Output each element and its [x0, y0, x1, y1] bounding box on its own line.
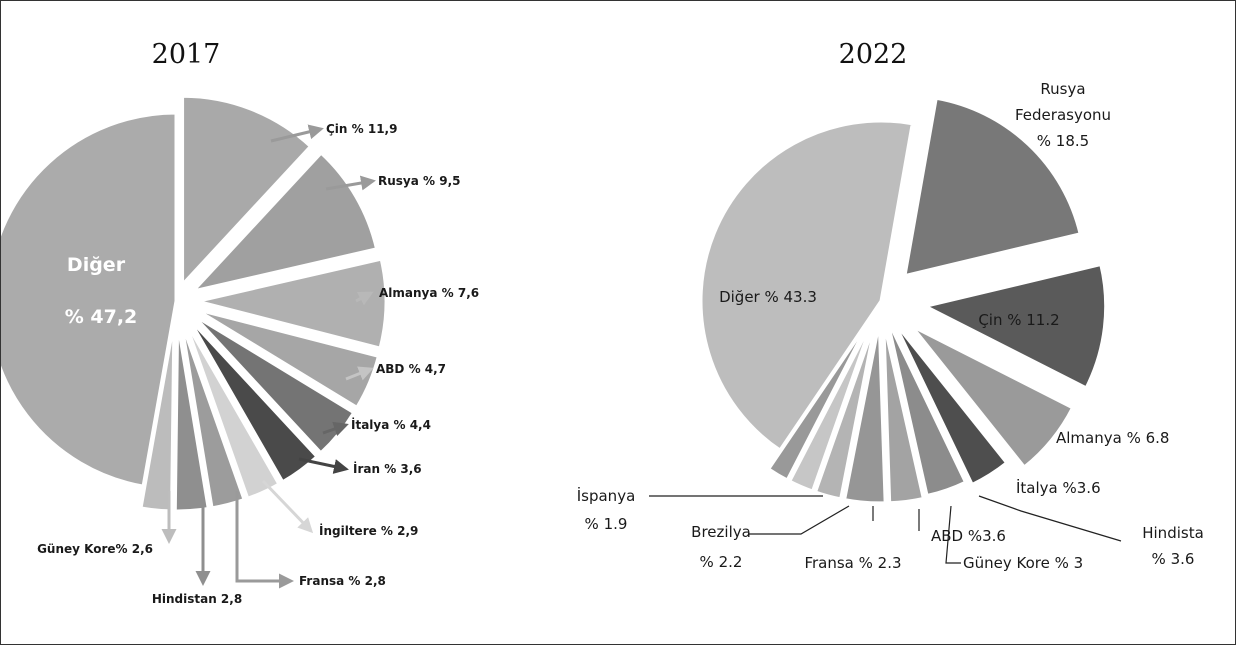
leader-2022-brezilya [749, 505, 850, 535]
slice-2017-iran-3-6 [187, 317, 319, 484]
leader-2022-hindistan [978, 495, 1122, 542]
slice-2022-brezilya-2-2 [787, 320, 874, 493]
slice-2017-fransa-2-8 [179, 321, 246, 510]
slice-2022-italya-3-6 [892, 321, 1009, 487]
label-2017-almanya-7-6: Almanya % 7,6 [379, 286, 479, 300]
slice-2017-guney-kore-2-6 [139, 322, 176, 513]
arrow-2017-almanya-7-6 [355, 291, 374, 306]
label-2022-brezilya-2-2-1: % 2.2 [700, 553, 743, 571]
label-2022-ispanya-1-9-1: % 1.9 [585, 515, 628, 533]
label-2022-almanya: Almanya % 6.8 [1056, 429, 1169, 447]
label-2017-diger: Diğer [67, 254, 126, 276]
label-2017-hindistan-2-8: Hindistan 2,8 [152, 592, 242, 606]
title-2017: 2017 [152, 39, 221, 70]
slice-2022-almanya-6-8 [910, 324, 1075, 470]
label-2022-guney-kore: Güney Kore % 3 [963, 554, 1083, 572]
label-2017-ingiltere-2-9: İngiltere % 2,9 [319, 523, 418, 538]
label-2022-hindistan-3-6-1: % 3.6 [1152, 550, 1195, 568]
label-2022-ispanya-1-9-0: İspanya [577, 486, 636, 505]
label-2017-iran-3-6: İran % 3,6 [353, 461, 422, 476]
slice-2022-hindistan-3-6 [886, 319, 968, 498]
slice-2017-abd-4-7 [195, 308, 381, 410]
label-2017-guney-kore-2-6: Güney Kore% 2,6 [37, 542, 153, 556]
label-2022-rusya-federasyonu-18-5-1: Federasyonu [1015, 106, 1111, 124]
slice-2022-guney-kore-3 [882, 322, 926, 505]
title-2022: 2022 [839, 39, 908, 70]
slice-2022-cin-11-2 [921, 262, 1108, 390]
label-2022-italya: İtalya %3.6 [1016, 478, 1101, 497]
slice-2022-rusya-federasyonu-18-5 [903, 96, 1082, 278]
label-2022-rusya-federasyonu-18-5-2: % 18.5 [1037, 132, 1089, 150]
label-2022-cin: Çin % 11.2 [978, 311, 1059, 329]
arrow-2017-iran-3-6 [298, 457, 349, 474]
label-2022-brezilya-2-2-0: Brezilya [691, 523, 751, 541]
arrow-2017-cin-11-9 [270, 124, 324, 143]
label-2022-hindistan-3-6-0: Hindista [1142, 524, 1204, 542]
label-2022-diger: Diğer % 43.3 [719, 288, 817, 306]
arrow-2017-rusya-9-5 [325, 175, 376, 191]
label-2017-rusya-9-5: Rusya % 9,5 [378, 174, 460, 188]
label-2022-fransa: Fransa % 2.3 [804, 554, 901, 572]
label-2022-abd: ABD %3.6 [931, 527, 1006, 545]
slice-2017-cin-11-9 [181, 94, 313, 289]
arrow-2017-ingiltere-2-9 [261, 479, 314, 534]
label-2017-cin-11-9: Çin % 11,9 [326, 122, 397, 136]
arrow-2017-abd-4-7 [345, 366, 374, 381]
pie-2022: 2022 Rusya Federasyonu % 18.5 Çin % 11.2 Alm… [577, 39, 1204, 572]
label-2017-fransa-2-8: Fransa % 2,8 [299, 574, 386, 588]
slice-2022-fransa-2-3 [813, 321, 877, 501]
slice-2017-diger [1, 111, 178, 488]
slice-2022-abd-3-6 [842, 322, 887, 505]
slice-2017-hindistan-2-8 [173, 322, 210, 513]
slice-2017-almanya-7-6 [197, 257, 388, 350]
label-2022-rusya-federasyonu-18-5-0: Rusya [1040, 80, 1085, 98]
slice-2022-diger-43-3 [699, 119, 914, 453]
arrow-2017-fransa-2-8 [235, 491, 294, 589]
pie-2017: 2017 Çin % 11,9 Rusya % 9,5 Almanya % 7,6 A… [1, 39, 479, 606]
label-2017-abd-4-7: ABD % 4,7 [376, 362, 446, 376]
slice-2017-ingiltere-2-9 [183, 320, 281, 501]
slice-2022-ispanya-1-9 [766, 319, 872, 482]
arrow-2017-italya-4-4 [322, 421, 349, 437]
leader-2022-guney-kore [945, 505, 961, 564]
value-2017-diger: % 47,2 [65, 306, 138, 328]
label-2017-italya-4-4: İtalya % 4,4 [351, 417, 431, 432]
